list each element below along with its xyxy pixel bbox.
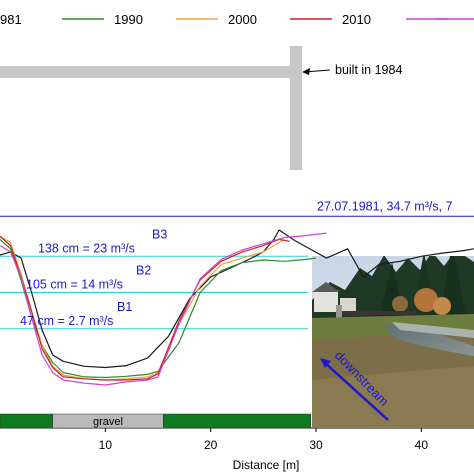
series-line-2000 [0,235,285,381]
x-tick-label: 10 [99,438,113,452]
legend-label-2010: 2010 [342,12,371,27]
legend-label-981: 981 [0,12,22,27]
x-axis-label: Distance [m] [233,458,300,472]
x-tick-label: 30 [309,438,323,452]
built-annotation-text: built in 1984 [335,63,402,77]
stage-label-b3: 138 cm = 23 m³/s [38,241,135,255]
series-line-latest [0,232,327,386]
stage-marker-b3: B3 [152,227,167,241]
downstream-arrow-shaft [323,361,389,421]
series-line-981 [0,229,474,369]
substrate-segment-2 [163,413,311,429]
inset-photo [312,256,474,428]
x-tick-label: 20 [204,438,218,452]
downstream-arrow-head [320,358,331,368]
structure-horizontal-bar [0,66,296,78]
legend-label-2000: 2000 [228,12,257,27]
stage-label-b1: 47 cm = 2.7 m³/s [20,314,113,328]
substrate-label: gravel [93,416,123,428]
substrate-segment-0 [0,413,53,429]
stage-marker-b1: B1 [117,300,132,314]
structure-vertical-bar [290,46,302,170]
series-line-2010 [0,235,290,381]
built-annotation-arrow-head [302,68,310,75]
x-tick-label: 40 [415,438,429,452]
stage-label-b2: 105 cm = 14 m³/s [26,278,123,292]
flood-level-label: 27.07.1981, 34.7 m³/s, 7 [317,199,453,213]
stage-marker-b2: B2 [136,264,151,278]
legend-label-1990: 1990 [114,12,143,27]
